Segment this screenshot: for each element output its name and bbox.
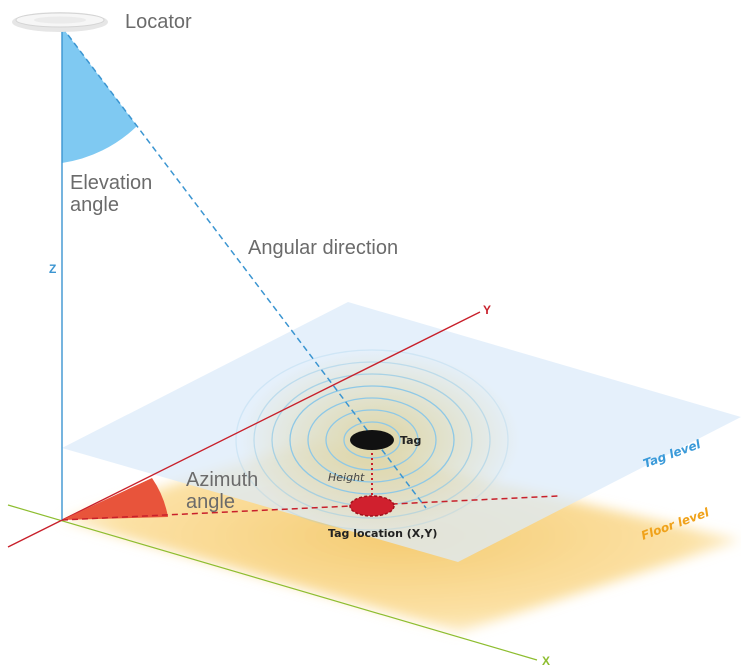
x-axis-line: [7, 504, 538, 661]
angular-direction-label: Angular direction: [248, 237, 398, 259]
angular-direction-line: [61, 26, 427, 509]
azimuth-label-line1: Azimuth: [186, 469, 258, 491]
tag-marker: [350, 430, 394, 450]
locator-label: Locator: [125, 11, 192, 33]
elevation-label-line1: Elevation: [70, 172, 152, 194]
azimuth-label-line2: angle: [186, 491, 235, 513]
locator-device: [12, 12, 108, 32]
azimuth-direction-line: [61, 495, 559, 521]
elevation-label-line2: angle: [70, 194, 119, 216]
tag-location-label: Tag location (X,Y): [328, 527, 437, 540]
x-axis-label: X: [542, 654, 550, 667]
elevation-angle-wedge: [62, 27, 137, 163]
y-axis-line: [7, 311, 481, 548]
height-label: Height: [328, 471, 365, 484]
y-axis-label: Y: [483, 303, 491, 317]
tag-label: Tag: [400, 434, 421, 447]
tag-location-marker: [349, 495, 395, 517]
z-axis-label: Z: [49, 262, 56, 276]
azimuth-angle-wedge: [62, 478, 168, 520]
